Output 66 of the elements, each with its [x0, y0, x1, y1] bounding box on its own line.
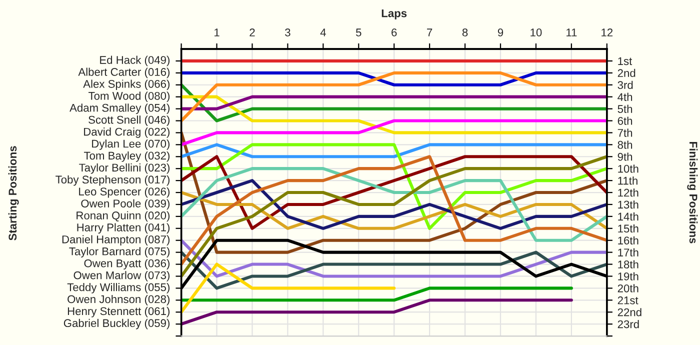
y2-tick-label: 14th — [618, 212, 638, 221]
y2-tick-label: 19th — [618, 272, 638, 280]
x-tick-label: 12 — [602, 28, 613, 36]
text: Daniel Hampton (087) — [62, 235, 170, 246]
x-tick-label: 3 — [285, 28, 290, 36]
text: Leo Spencer (026) — [79, 187, 170, 198]
y2-tick-label: 18th — [618, 260, 638, 268]
x-tick-label: 10 — [530, 28, 542, 36]
line-series — [181, 190, 607, 230]
text: Dylan Lee (070) — [92, 139, 170, 150]
y2-tick-label: 6th — [618, 116, 632, 125]
y2-tick-label: 21st — [618, 296, 638, 304]
line-series — [181, 238, 607, 278]
y2-tick-label: 4th — [618, 92, 632, 101]
x-tick-label: 2 — [250, 28, 255, 36]
text: David Craig (022) — [84, 128, 170, 138]
y2-tick-label: 9th — [618, 152, 632, 161]
text: Albert Carter (016) — [78, 68, 170, 78]
text: Tom Bayley (032) — [84, 151, 170, 162]
line-series — [181, 179, 607, 230]
x-tick-label: 1 — [214, 28, 220, 36]
y2-tick-label: 1st — [618, 57, 632, 66]
x-tick-label: 6 — [392, 28, 397, 36]
x-tick-label: 4 — [320, 28, 326, 36]
text: Henry Stennett (061) — [68, 306, 170, 318]
text: Ed Hack (049) — [100, 56, 170, 66]
y2-tick-label: 7th — [618, 128, 632, 137]
text: Owen Byatt (036) — [84, 259, 170, 270]
y2-tick-label: 5th — [618, 104, 632, 113]
x-tick-label: 11 — [566, 28, 577, 36]
y2-tick-label: 2nd — [618, 68, 636, 78]
text: Owen Poole (039) — [81, 199, 170, 210]
line-series — [181, 167, 607, 242]
y2-tick-label: 23rd — [618, 320, 639, 328]
y2-tick-label: 22nd — [618, 308, 642, 316]
y2-tick-label: 11th — [618, 176, 638, 185]
x-tick-label: 7 — [427, 28, 432, 36]
text: Teddy Williams (055) — [67, 283, 170, 294]
text: Gabriel Buckley (059) — [64, 318, 170, 330]
text: Starting Positions — [8, 146, 19, 240]
text: Ronan Quinn (020) — [76, 211, 170, 222]
text: Taylor Barnard (075) — [69, 247, 170, 258]
text: Harry Platten (041) — [77, 223, 170, 234]
text: Toby Stephenson (017) — [56, 175, 170, 186]
y2-tick-label: 15th — [618, 224, 638, 233]
x-axis-title: Laps — [382, 9, 407, 20]
text: Taylor Bellini (023) — [79, 163, 170, 174]
x-tick-label: 8 — [462, 28, 468, 36]
x-tick-label: 5 — [356, 28, 362, 36]
y2-tick-label: 17th — [618, 248, 638, 256]
y2-tick-label: 3rd — [618, 80, 633, 90]
text: Owen Johnson (028) — [68, 294, 170, 306]
text: Scott Snell (046) — [88, 116, 170, 126]
y2-tick-label: 8th — [618, 140, 632, 149]
y2-tick-label: 12th — [618, 188, 638, 197]
y2-axis-title: Finishing Positions — [687, 142, 698, 244]
y2-tick-label: 16th — [618, 236, 638, 244]
text: Alex Spinks (066) — [83, 80, 170, 90]
text: Tom Wood (080) — [88, 92, 170, 102]
line-series — [181, 250, 607, 290]
y2-tick-label: 20th — [618, 284, 638, 292]
y2-tick-label: 10th — [618, 164, 638, 173]
text: Adam Smalley (054) — [70, 104, 170, 114]
x-tick-label: 9 — [498, 28, 504, 36]
y2-tick-label: 13th — [618, 200, 638, 209]
text: Owen Marlow (073) — [74, 271, 170, 282]
